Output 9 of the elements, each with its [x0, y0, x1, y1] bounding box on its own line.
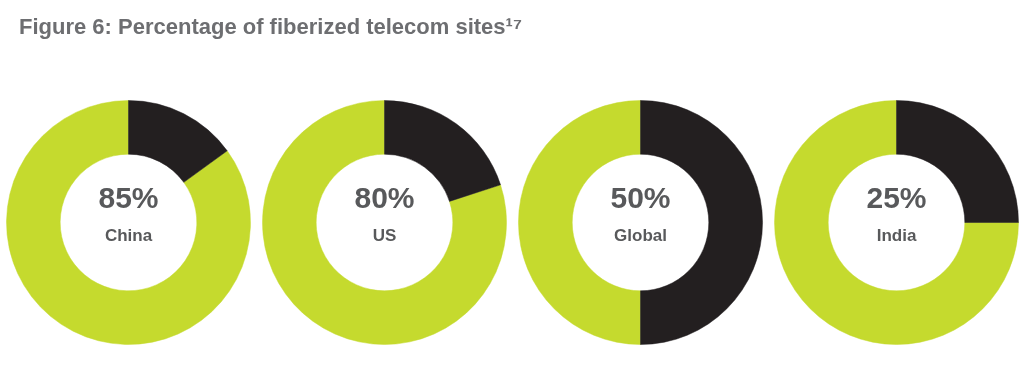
chart-title: Figure 6: Percentage of fiberized telecom sites¹⁷: [19, 13, 522, 41]
data-label: 25%: [866, 181, 927, 215]
data-label: 80%: [354, 181, 415, 215]
text: India: [876, 225, 917, 245]
data-label: 85%: [98, 181, 159, 215]
text: Global: [614, 225, 667, 245]
text: US: [372, 225, 397, 245]
text: China: [104, 225, 153, 245]
data-label: 50%: [610, 181, 671, 215]
